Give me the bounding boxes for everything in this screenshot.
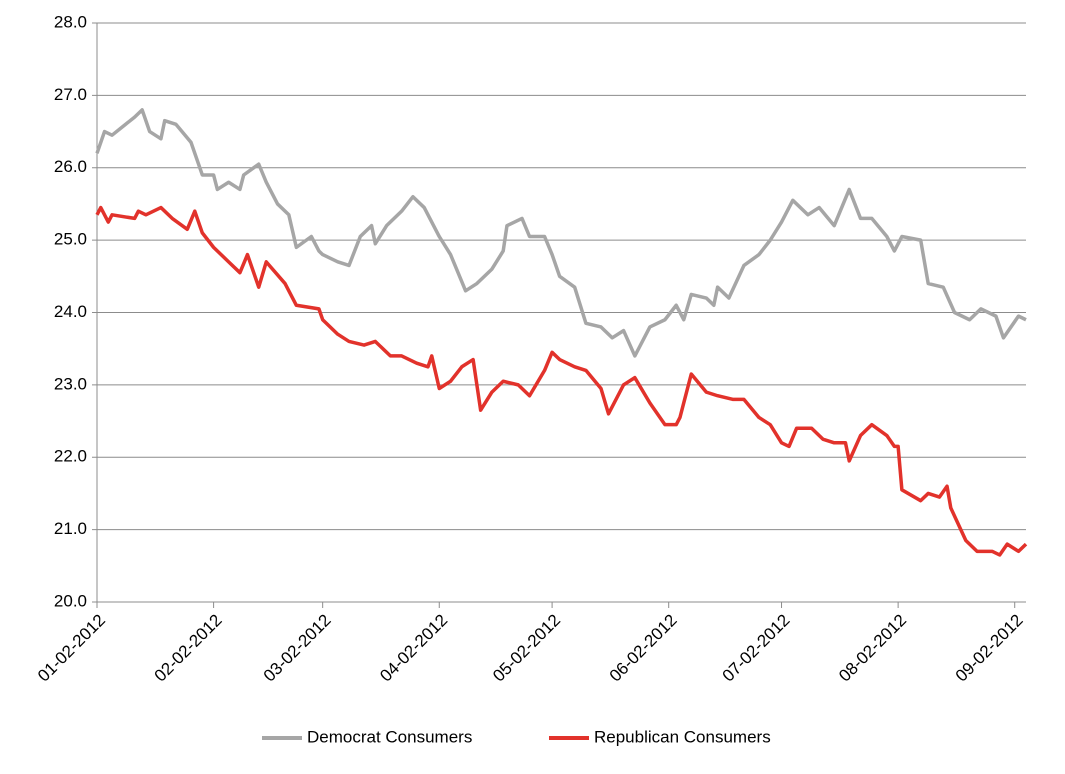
y-tick-label: 20.0 xyxy=(54,591,87,610)
x-tick-label: 01-02-2012 xyxy=(34,611,109,686)
legend-label: Democrat Consumers xyxy=(307,727,472,746)
x-tick-label: 07-02-2012 xyxy=(719,611,794,686)
y-tick-label: 28.0 xyxy=(54,12,87,31)
line xyxy=(95,108,1027,358)
y-tick-label: 21.0 xyxy=(54,519,87,538)
y-tick-label: 27.0 xyxy=(54,85,87,104)
legend-label: Republican Consumers xyxy=(594,727,771,746)
x-tick-label: 04-02-2012 xyxy=(376,611,451,686)
x-tick-label: 05-02-2012 xyxy=(489,611,564,686)
x-tick-label: 08-02-2012 xyxy=(835,611,910,686)
y-tick-label: 26.0 xyxy=(54,157,87,176)
y-tick-label: 22.0 xyxy=(54,447,87,466)
y-tick-label: 23.0 xyxy=(54,374,87,393)
y-tick-label: 25.0 xyxy=(54,230,87,249)
x-tick-label: 02-02-2012 xyxy=(151,611,226,686)
y-tick-label: 24.0 xyxy=(54,302,87,321)
x-tick-label: 06-02-2012 xyxy=(606,611,681,686)
x-tick-label: 09-02-2012 xyxy=(952,611,1027,686)
line xyxy=(95,205,1028,557)
x-tick-label: 03-02-2012 xyxy=(260,611,335,686)
